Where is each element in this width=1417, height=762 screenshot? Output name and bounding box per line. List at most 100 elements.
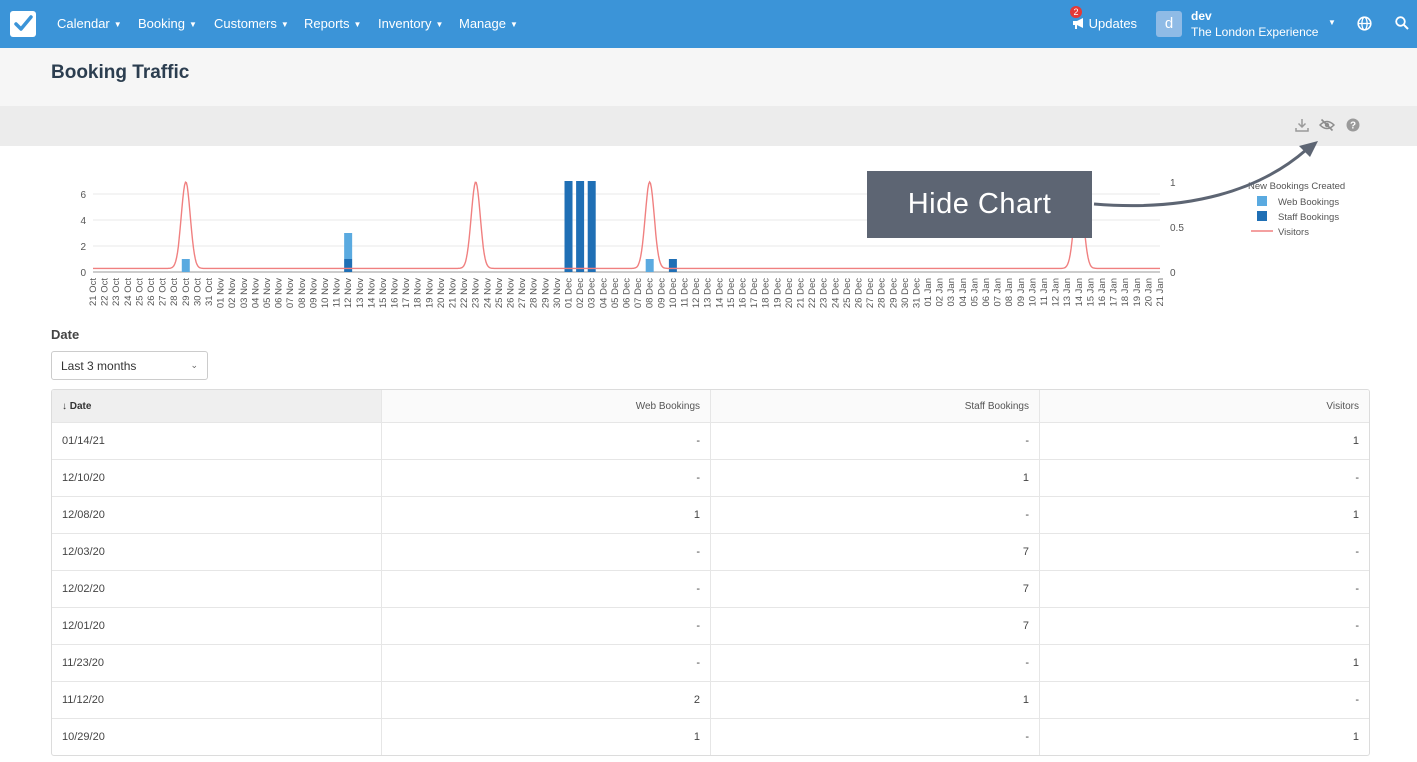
right-axis-tick-label: 1 bbox=[1170, 178, 1176, 189]
cell-web-bookings: - bbox=[381, 645, 710, 681]
table-row: 12/03/20 -7- bbox=[52, 533, 1369, 570]
x-axis-tick-label: 03 Dec bbox=[587, 278, 598, 308]
nav-inventory[interactable]: Inventory ▼ bbox=[378, 16, 444, 31]
cell-web-bookings: - bbox=[381, 534, 710, 570]
x-axis-tick-label: 19 Nov bbox=[424, 278, 435, 308]
nav-booking[interactable]: Booking ▼ bbox=[138, 16, 197, 31]
cell-staff-bookings: 1 bbox=[710, 460, 1039, 496]
svg-text:?: ? bbox=[1350, 121, 1356, 132]
x-axis-tick-label: 05 Dec bbox=[610, 278, 621, 308]
x-axis-tick-label: 13 Nov bbox=[355, 278, 366, 308]
x-axis-tick-label: 19 Dec bbox=[772, 278, 783, 308]
x-axis-tick-label: 28 Oct bbox=[169, 278, 180, 306]
hide-chart-eye-icon[interactable] bbox=[1319, 118, 1335, 132]
legend-staff-swatch bbox=[1257, 211, 1267, 221]
staff-bookings-bar bbox=[564, 181, 573, 272]
x-axis-tick-label: 08 Dec bbox=[645, 278, 656, 308]
date-range-select[interactable]: Last 3 months ⌄ bbox=[51, 351, 208, 380]
megaphone-icon bbox=[1073, 18, 1083, 29]
x-axis-tick-label: 19 Jan bbox=[1132, 278, 1143, 307]
cell-staff-bookings: - bbox=[710, 497, 1039, 533]
table-row: 12/08/20 1-1 bbox=[52, 496, 1369, 533]
x-axis-tick-label: 31 Dec bbox=[911, 278, 922, 308]
table-row: 11/12/20 2 1- bbox=[52, 681, 1369, 718]
x-axis-tick-label: 03 Nov bbox=[239, 278, 250, 308]
x-axis-tick-label: 11 Nov bbox=[332, 278, 343, 308]
table-header-row: ↓ Date Web Bookings Staff Bookings Visit… bbox=[52, 390, 1369, 422]
chart-toolbar bbox=[0, 106, 1417, 146]
cell-staff-bookings: 7 bbox=[710, 571, 1039, 607]
x-axis-tick-label: 26 Nov bbox=[506, 278, 517, 308]
cell-date: 12/03/20 bbox=[62, 546, 105, 558]
column-header-staff-bookings[interactable]: Staff Bookings bbox=[710, 390, 1039, 422]
x-axis-tick-label: 29 Dec bbox=[888, 278, 899, 308]
left-axis-tick-label: 4 bbox=[80, 216, 86, 227]
x-axis-tick-label: 27 Oct bbox=[158, 278, 169, 306]
x-axis-tick-label: 12 Dec bbox=[691, 278, 702, 308]
x-axis-tick-label: 30 Nov bbox=[552, 278, 563, 308]
table-row: 12/02/20 -7- bbox=[52, 570, 1369, 607]
x-axis-tick-label: 12 Nov bbox=[343, 278, 354, 308]
x-axis-tick-label: 30 Dec bbox=[900, 278, 911, 308]
hide-chart-callout: Hide Chart bbox=[867, 171, 1092, 238]
chevron-down-icon: ▼ bbox=[188, 20, 197, 29]
x-axis-tick-label: 16 Nov bbox=[390, 278, 401, 308]
user-name[interactable]: dev bbox=[1191, 9, 1212, 23]
staff-bookings-bar bbox=[576, 181, 585, 272]
x-axis-tick-label: 05 Nov bbox=[262, 278, 273, 308]
staff-bookings-bar bbox=[344, 259, 353, 272]
download-icon[interactable] bbox=[1295, 118, 1309, 132]
x-axis-tick-label: 11 Jan bbox=[1039, 278, 1050, 306]
date-filter-label: Date bbox=[51, 327, 80, 342]
cell-web-bookings: - bbox=[381, 460, 710, 496]
cell-web-bookings: - bbox=[381, 571, 710, 607]
cell-date: 10/29/20 bbox=[62, 731, 105, 743]
chevron-down-icon: ⌄ bbox=[190, 360, 198, 370]
column-header-web-bookings[interactable]: Web Bookings bbox=[381, 390, 710, 422]
company-name[interactable]: The London Experience bbox=[1191, 25, 1319, 39]
table-row: 12/10/20 -1- bbox=[52, 459, 1369, 496]
web-bookings-bar bbox=[344, 233, 353, 259]
x-axis-tick-label: 26 Dec bbox=[853, 278, 864, 308]
globe-icon[interactable] bbox=[1357, 16, 1372, 31]
avatar[interactable]: d bbox=[1156, 11, 1182, 37]
help-icon[interactable]: ? bbox=[1346, 118, 1360, 132]
nav-customers[interactable]: Customers ▼ bbox=[214, 16, 289, 31]
x-axis-tick-label: 18 Dec bbox=[761, 278, 772, 308]
search-icon[interactable] bbox=[1395, 16, 1409, 30]
x-axis-tick-label: 22 Dec bbox=[807, 278, 818, 308]
x-axis-tick-label: 29 Nov bbox=[540, 278, 551, 308]
right-axis-tick-label: 0.5 bbox=[1170, 223, 1184, 234]
nav-manage[interactable]: Manage ▼ bbox=[459, 16, 518, 31]
x-axis-tick-label: 25 Nov bbox=[494, 278, 505, 308]
cell-staff-bookings: - bbox=[710, 645, 1039, 681]
x-axis-tick-label: 09 Jan bbox=[1016, 278, 1027, 307]
web-bookings-bar bbox=[645, 259, 654, 272]
web-bookings-bar bbox=[181, 259, 190, 272]
chevron-down-icon[interactable]: ▼ bbox=[1328, 18, 1336, 27]
table-row: 11/23/20- -1 bbox=[52, 644, 1369, 681]
x-axis-tick-label: 15 Dec bbox=[726, 278, 737, 308]
x-axis-tick-label: 17 Nov bbox=[401, 278, 412, 308]
cell-web-bookings: 1 bbox=[381, 497, 710, 533]
x-axis-tick-label: 15 Nov bbox=[378, 278, 389, 308]
x-axis-tick-label: 10 Nov bbox=[320, 278, 331, 308]
x-axis-tick-label: 14 Nov bbox=[366, 278, 377, 308]
x-axis-tick-label: 21 Nov bbox=[448, 278, 459, 308]
x-axis-tick-label: 18 Jan bbox=[1120, 278, 1131, 307]
cell-date: 11/12/20 bbox=[62, 694, 105, 706]
nav-calendar[interactable]: Calendar ▼ bbox=[57, 16, 122, 31]
cell-visitors: 1 bbox=[1039, 423, 1369, 459]
x-axis-tick-label: 13 Jan bbox=[1062, 278, 1073, 307]
legend-web-label: Web Bookings bbox=[1278, 197, 1339, 208]
column-header-date[interactable]: ↓ Date bbox=[52, 390, 381, 422]
nav-reports[interactable]: Reports ▼ bbox=[304, 16, 362, 31]
x-axis-tick-label: 13 Dec bbox=[703, 278, 714, 308]
column-header-visitors[interactable]: Visitors bbox=[1039, 390, 1369, 422]
app-logo-icon[interactable] bbox=[10, 11, 36, 37]
x-axis-tick-label: 24 Nov bbox=[482, 278, 493, 308]
x-axis-tick-label: 21 Oct bbox=[88, 278, 99, 306]
staff-bookings-bar bbox=[668, 259, 677, 272]
x-axis-tick-label: 06 Jan bbox=[981, 278, 992, 307]
updates-button[interactable]: Updates bbox=[1072, 16, 1137, 31]
